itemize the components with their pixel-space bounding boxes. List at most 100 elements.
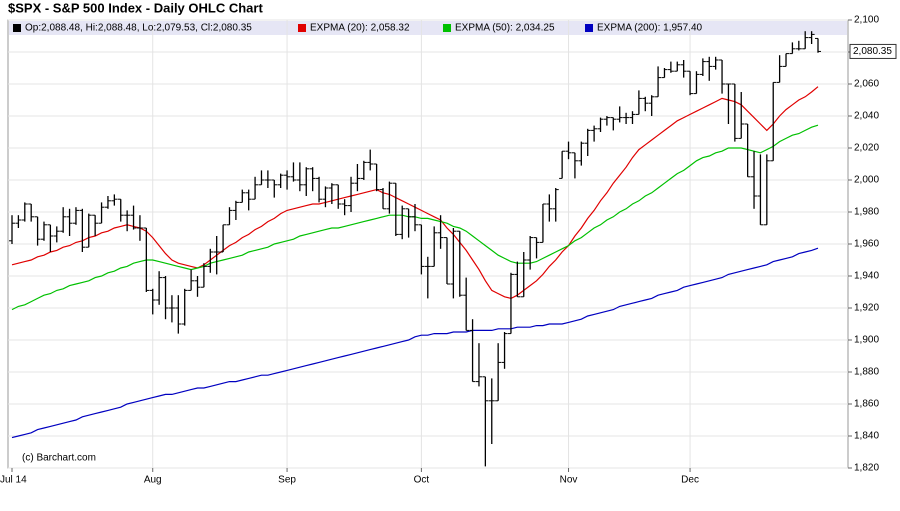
ohlc-bar xyxy=(648,95,655,116)
x-tick-label: Aug xyxy=(144,475,162,486)
ohlc-bar xyxy=(450,228,457,299)
ohlc-bar xyxy=(751,151,758,209)
ohlc-bar xyxy=(738,92,745,139)
ohlc-bar xyxy=(744,123,751,178)
ohlc-bar xyxy=(194,276,201,297)
ohlc-bar xyxy=(360,160,367,180)
y-tick-label: 1,820 xyxy=(854,463,879,474)
ohlc-bar xyxy=(693,71,700,95)
ohlc-bar xyxy=(72,207,79,225)
ohlc-bar xyxy=(469,319,476,383)
x-tick-label: Oct xyxy=(414,475,430,486)
ohlc-bar xyxy=(156,271,163,305)
ohlc-bar xyxy=(264,170,271,188)
ohlc-bar xyxy=(380,188,387,210)
ohlc-bar xyxy=(188,269,195,291)
ohlc-bar xyxy=(367,149,374,171)
ohlc-bar xyxy=(9,215,15,244)
ohlc-bar xyxy=(66,208,73,236)
ohlc-bar xyxy=(520,252,527,298)
ohlc-bar xyxy=(258,170,265,186)
ohlc-bar xyxy=(21,202,28,222)
ohlc-bar xyxy=(220,224,227,253)
ohlc-bar xyxy=(712,56,719,70)
ohlc-bar xyxy=(399,205,406,240)
ohlc-bar xyxy=(565,141,572,160)
legend-ohlc: Op:2,088.48, Hi:2,088.48, Lo:2,079.53, C… xyxy=(25,23,252,34)
ohlc-bar xyxy=(124,210,131,232)
ohlc-bar xyxy=(348,176,355,212)
ohlc-bar xyxy=(610,117,617,131)
ohlc-bar xyxy=(699,58,706,76)
ohlc-bar xyxy=(488,378,495,444)
x-tick-label: Nov xyxy=(560,475,578,486)
ohlc-bar xyxy=(437,215,444,249)
y-tick-label: 2,100 xyxy=(854,15,879,26)
ohlc-bar xyxy=(783,53,790,67)
ohlc-bar xyxy=(98,202,105,224)
ohlc-bar xyxy=(495,343,502,402)
ohlc-bar xyxy=(117,198,124,222)
y-tick-label: 1,880 xyxy=(854,367,879,378)
ohlc-bar xyxy=(559,150,566,179)
ohlc-bar xyxy=(405,208,412,238)
ohlc-bar xyxy=(757,154,764,226)
legend-swatch xyxy=(13,24,21,32)
ohlc-bar xyxy=(341,199,348,216)
ohlc-bar xyxy=(475,343,482,387)
ohlc-bar xyxy=(309,167,316,192)
ohlc-bar xyxy=(277,173,284,188)
ohlc-bar xyxy=(591,125,598,142)
ohlc-bar xyxy=(239,189,246,203)
y-tick-label: 1,900 xyxy=(854,335,879,346)
ohlc-bar xyxy=(546,194,553,222)
ohlc-bar xyxy=(15,215,22,228)
ohlc-bar xyxy=(290,162,297,182)
chart-title: $SPX - S&P 500 Index - Daily OHLC Chart xyxy=(8,0,263,15)
ohlc-bar xyxy=(680,60,687,78)
ohlc-bar xyxy=(463,277,470,331)
ohlc-bar xyxy=(92,214,99,236)
ohlc-bar xyxy=(60,207,67,233)
ohlc-bar xyxy=(47,224,54,252)
ohlc-bar xyxy=(808,31,815,44)
ohlc-bar xyxy=(213,236,220,275)
ohlc-bar xyxy=(661,68,668,79)
x-tick-label: Jul 14 xyxy=(0,475,27,486)
ohlc-bar xyxy=(795,40,802,51)
y-tick-label: 1,980 xyxy=(854,207,879,218)
ema-line xyxy=(11,247,819,439)
ohlc-bar xyxy=(552,188,559,222)
ohlc-bar xyxy=(603,116,610,126)
y-tick-label: 1,840 xyxy=(854,431,879,442)
ohlc-bar xyxy=(616,106,623,123)
ohlc-bar xyxy=(271,179,278,198)
ohlc-bar xyxy=(53,226,60,243)
legend-label: EXPMA (50): 2,034.25 xyxy=(455,23,555,34)
ohlc-bar xyxy=(296,162,303,192)
ohlc-bar xyxy=(507,272,514,335)
y-tick-label: 2,040 xyxy=(854,111,879,122)
ohlc-bar xyxy=(79,208,86,252)
ohlc-bar xyxy=(533,237,540,259)
ohlc-bar xyxy=(392,182,399,236)
ohlc-bar xyxy=(162,276,169,320)
ohlc-bar xyxy=(252,176,259,200)
ohlc-bar xyxy=(456,230,463,297)
ohlc-bar xyxy=(770,81,777,162)
ohlc-bar xyxy=(130,205,137,230)
ohlc-bar xyxy=(667,61,674,73)
legend-swatch xyxy=(443,24,451,32)
y-tick-label: 1,960 xyxy=(854,239,879,250)
ohlc-bar xyxy=(725,83,732,124)
ohlc-bar xyxy=(642,96,649,112)
ohlc-bar xyxy=(316,176,323,203)
ohlc-bar xyxy=(226,207,233,226)
ohlc-bar xyxy=(175,295,182,334)
ohlc-bar xyxy=(328,183,335,204)
ohlc-bar xyxy=(687,70,694,96)
last-close-label: 2,080.35 xyxy=(853,46,892,57)
ohlc-bar xyxy=(149,288,156,315)
ohlc-bar xyxy=(789,42,796,55)
y-tick-label: 1,940 xyxy=(854,271,879,282)
